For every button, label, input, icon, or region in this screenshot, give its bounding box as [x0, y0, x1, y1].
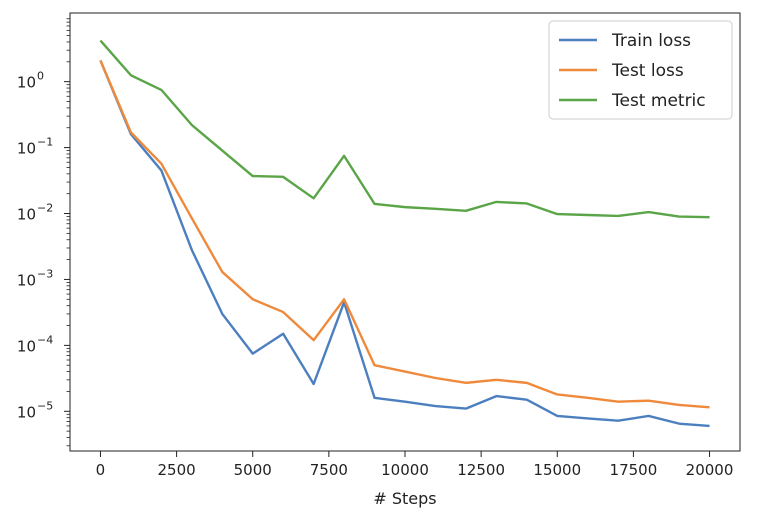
y-tick-label: 10 [17, 403, 36, 421]
x-tick-label: 15000 [533, 461, 581, 479]
y-tick-exponent: −1 [37, 136, 53, 149]
x-tick-label: 17500 [610, 461, 658, 479]
y-tick-exponent: −2 [37, 202, 53, 215]
y-tick-exponent: −4 [37, 333, 53, 346]
x-tick-label: 10000 [381, 461, 429, 479]
y-tick-label: 10 [17, 337, 36, 355]
legend-label: Test loss [611, 61, 684, 81]
legend-label: Train loss [611, 31, 691, 51]
series-lines [99, 39, 710, 428]
legend: Train loss Test loss Test metric [548, 20, 733, 120]
y-tick-label: 10 [17, 271, 36, 289]
legend-label: Test metric [611, 91, 706, 111]
y-tick-exponent: −3 [37, 267, 53, 280]
legend-box [548, 20, 733, 120]
x-tick-label: 12500 [457, 461, 505, 479]
y-tick-label: 10 [17, 206, 36, 224]
x-tick-label: 2500 [157, 461, 195, 479]
series-line [99, 59, 710, 409]
x-axis-label: # Steps [373, 489, 436, 508]
x-tick-label: 0 [96, 461, 106, 479]
x-axis: 0 2500 5000 7500 10000 12500 15000 17500 20000 [96, 451, 734, 479]
y-tick-exponent: 0 [37, 70, 44, 83]
y-tick-label: 10 [17, 74, 36, 92]
x-tick-label: 5000 [234, 461, 272, 479]
y-tick-exponent: −5 [37, 399, 53, 412]
x-tick-label: 7500 [310, 461, 348, 479]
x-tick-label: 20000 [686, 461, 734, 479]
series-line [99, 39, 710, 219]
y-tick-label: 10 [17, 140, 36, 158]
series-line [99, 59, 710, 428]
